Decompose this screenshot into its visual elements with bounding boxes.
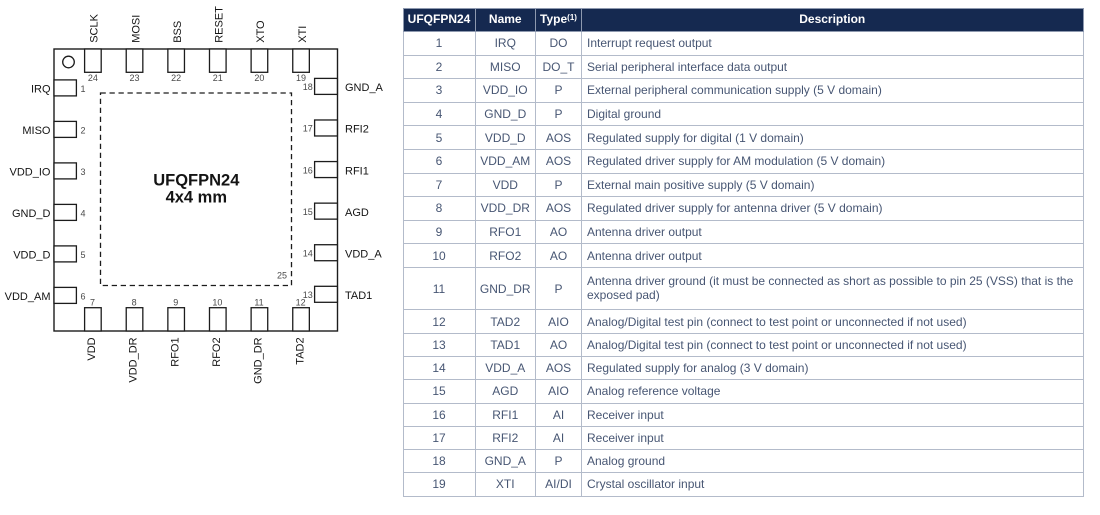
svg-text:VDD_D: VDD_D (13, 250, 50, 262)
svg-text:14: 14 (303, 248, 313, 258)
svg-text:16: 16 (303, 165, 313, 175)
svg-text:1: 1 (81, 84, 86, 94)
svg-text:TAD2: TAD2 (294, 337, 306, 364)
svg-text:4: 4 (81, 208, 86, 218)
svg-text:IRQ: IRQ (31, 84, 51, 96)
svg-text:VDD_A: VDD_A (345, 248, 382, 260)
svg-text:13: 13 (303, 290, 313, 300)
svg-text:RESET: RESET (214, 6, 226, 43)
svg-text:AGD: AGD (345, 207, 369, 219)
svg-text:RFO2: RFO2 (211, 337, 223, 366)
svg-text:10: 10 (212, 297, 222, 307)
svg-text:VDD_AM: VDD_AM (5, 291, 51, 303)
svg-text:7: 7 (90, 297, 95, 307)
svg-text:5: 5 (81, 250, 86, 260)
svg-text:VDD_IO: VDD_IO (10, 167, 51, 179)
svg-text:11: 11 (254, 297, 263, 307)
svg-text:RFO1: RFO1 (169, 337, 181, 366)
svg-text:VDD: VDD (86, 337, 98, 360)
svg-text:4x4 mm: 4x4 mm (166, 189, 227, 207)
svg-text:15: 15 (303, 207, 313, 217)
svg-text:XTI: XTI (297, 26, 309, 43)
svg-text:SCLK: SCLK (89, 13, 101, 42)
svg-text:23: 23 (130, 73, 140, 83)
svg-text:20: 20 (254, 73, 264, 83)
svg-text:9: 9 (173, 297, 178, 307)
svg-text:8: 8 (132, 297, 137, 307)
svg-text:12: 12 (296, 297, 306, 307)
svg-text:17: 17 (303, 124, 313, 134)
svg-text:22: 22 (171, 73, 181, 83)
svg-text:UFQFPN24: UFQFPN24 (153, 172, 240, 190)
svg-text:GND_DR: GND_DR (253, 337, 265, 384)
svg-text:21: 21 (213, 73, 223, 83)
svg-text:MISO: MISO (22, 125, 51, 137)
svg-text:3: 3 (81, 167, 86, 177)
svg-text:6: 6 (81, 291, 86, 301)
svg-text:VDD_DR: VDD_DR (128, 337, 140, 382)
svg-text:24: 24 (88, 73, 98, 83)
svg-text:18: 18 (303, 82, 313, 92)
svg-text:GND_A: GND_A (345, 82, 384, 94)
svg-text:GND_D: GND_D (12, 208, 51, 220)
svg-text:RFI1: RFI1 (345, 165, 369, 177)
svg-text:2: 2 (81, 125, 86, 135)
svg-text:TAD1: TAD1 (345, 290, 372, 302)
svg-text:MOSI: MOSI (130, 15, 142, 43)
svg-text:25: 25 (277, 271, 287, 281)
svg-text:BSS: BSS (172, 21, 184, 43)
svg-text:RFI2: RFI2 (345, 124, 369, 136)
svg-text:XTO: XTO (255, 20, 267, 43)
svg-text:19: 19 (296, 73, 306, 83)
